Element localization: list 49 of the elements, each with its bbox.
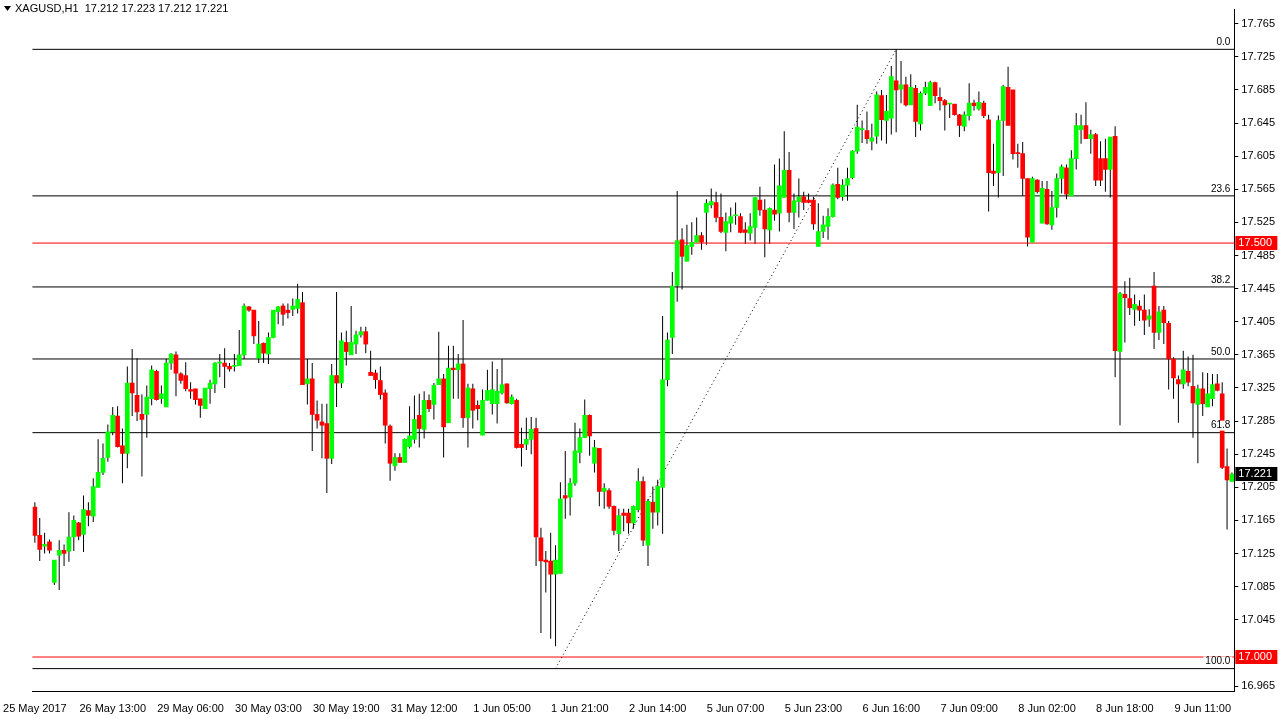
y-tick-label: 17.565 — [1241, 182, 1276, 195]
x-tick-label: 29 May 06:00 — [157, 702, 224, 715]
y-tick-label: 17.645 — [1241, 116, 1276, 129]
x-tick-label: 9 Jun 11:00 — [1174, 702, 1232, 715]
candlestick — [42, 532, 47, 554]
y-tick-label: 17.125 — [1241, 546, 1276, 559]
y-tick-label: 17.685 — [1241, 82, 1276, 95]
y-tick-label: 17.325 — [1241, 380, 1276, 393]
x-tick-label: 5 Jun 23:00 — [784, 702, 843, 715]
annotation: 50.0 — [1210, 345, 1231, 357]
y-tick-label: 17.445 — [1241, 281, 1276, 294]
y-tick-label: 17.165 — [1241, 513, 1276, 526]
chart-title: XAGUSD,H1 17.212 17.223 17.212 17.221 — [15, 2, 229, 14]
annotation: 38.2 — [1210, 273, 1231, 285]
ref-line-label: 17.000 — [1238, 650, 1273, 663]
candlestick — [733, 202, 738, 225]
x-tick-label: 30 May 19:00 — [312, 702, 380, 715]
x-tick-label: 31 May 12:00 — [390, 702, 458, 715]
x-tick-label: 8 Jun 18:00 — [1096, 702, 1154, 715]
x-tick-label: 25 May 2017 — [3, 702, 67, 715]
y-tick-label: 16.965 — [1241, 679, 1276, 692]
y-tick-label: 17.365 — [1241, 347, 1276, 360]
y-tick-label: 17.525 — [1241, 215, 1276, 228]
y-tick-label: 17.605 — [1241, 149, 1276, 162]
y-tick-label: 17.245 — [1241, 447, 1276, 460]
y-tick-label: 17.405 — [1241, 314, 1276, 327]
x-tick-label: 30 May 03:00 — [235, 702, 302, 715]
x-tick-label: 7 Jun 09:00 — [940, 702, 998, 715]
annotation: 17.221 — [1238, 467, 1273, 480]
y-tick-label: 17.205 — [1241, 480, 1276, 493]
annotation: 100.0 — [1205, 655, 1231, 667]
ref-line-label: 17.500 — [1238, 236, 1273, 249]
x-tick-label: 8 Jun 02:00 — [1018, 702, 1076, 715]
y-tick-label: 17.085 — [1241, 579, 1276, 592]
y-tick-label: 17.045 — [1241, 612, 1276, 625]
x-tick-label: 2 Jun 14:00 — [628, 702, 687, 715]
x-tick-label: 6 Jun 16:00 — [862, 702, 921, 715]
x-tick-label: 26 May 13:00 — [79, 702, 147, 715]
x-tick-label: 1 Jun 21:00 — [551, 702, 609, 715]
y-tick-label: 17.725 — [1241, 49, 1276, 62]
annotation: 0.0 — [1216, 36, 1231, 48]
y-tick-label: 17.765 — [1241, 16, 1276, 29]
x-tick-label: 5 Jun 07:00 — [706, 702, 765, 715]
y-tick-label: 17.485 — [1241, 248, 1276, 261]
annotation: 61.8 — [1210, 419, 1231, 431]
x-tick-label: 1 Jun 05:00 — [473, 702, 531, 715]
candlestick — [562, 450, 568, 519]
y-tick-label: 17.285 — [1241, 414, 1276, 427]
annotation: 23.6 — [1210, 182, 1231, 194]
